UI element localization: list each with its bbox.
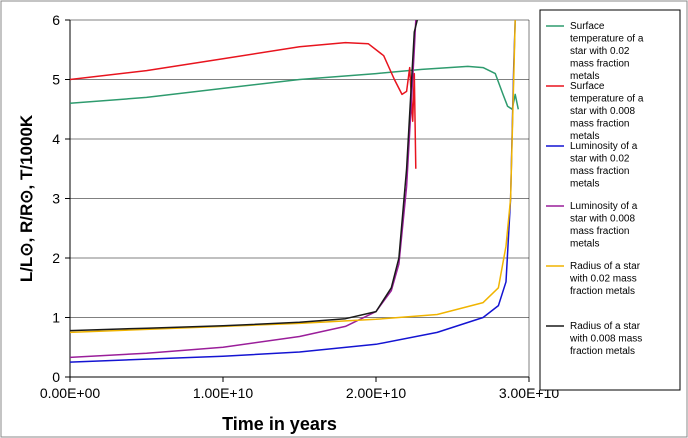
series-layer — [70, 20, 520, 363]
x-tick-label-2: 2.00E+10 — [346, 385, 407, 401]
legend-item-5: Radius of a star with 0.008 mass fraction … — [546, 321, 642, 357]
legend-item-2: Luminosity of a star with 0.02 mass fracti… — [546, 141, 638, 190]
x-axis-title: Time in years — [222, 414, 337, 434]
legend-item-0: Surface temperature of a star with 0.02 mas… — [546, 21, 644, 82]
legend-label-0: Surface temperature of a star with 0.02 mas… — [570, 21, 644, 82]
legend-item-1: Surface temperature of a star with 0.008 ma… — [546, 81, 644, 142]
legend-label-5: Radius of a star with 0.008 mass fraction … — [569, 321, 642, 357]
legend-label-4: Radius of a star with 0.02 mass fraction m… — [569, 261, 641, 297]
y-tick-label-3: 3 — [52, 191, 60, 207]
series-line-0 — [70, 65, 520, 111]
y-axis-title: L/L⊙, R/R⊙, T/1000K — [17, 114, 36, 282]
legend-item-3: Luminosity of a star with 0.008 mass fract… — [546, 201, 638, 250]
y-tick-label-5: 5 — [52, 72, 60, 88]
y-tick-label-2: 2 — [52, 250, 60, 266]
y-tick-label-6: 6 — [52, 12, 60, 28]
legend-item-4: Radius of a star with 0.02 mass fraction m… — [546, 261, 641, 297]
legend: Surface temperature of a star with 0.02 mas… — [539, 9, 681, 391]
series-line-1 — [70, 41, 417, 169]
y-tick-label-0: 0 — [52, 369, 60, 385]
y-tick-label-4: 4 — [52, 131, 60, 147]
y-tick-label-1: 1 — [52, 310, 60, 326]
legend-label-1: Surface temperature of a star with 0.008 ma… — [570, 81, 644, 142]
x-tick-label-0: 0.00E+00 — [40, 385, 101, 401]
x-tick-label-1: 1.00E+10 — [193, 385, 254, 401]
series-line-5 — [70, 20, 419, 332]
legend-label-2: Luminosity of a star with 0.02 mass fracti… — [570, 141, 638, 190]
legend-label-3: Luminosity of a star with 0.008 mass fract… — [570, 201, 638, 250]
